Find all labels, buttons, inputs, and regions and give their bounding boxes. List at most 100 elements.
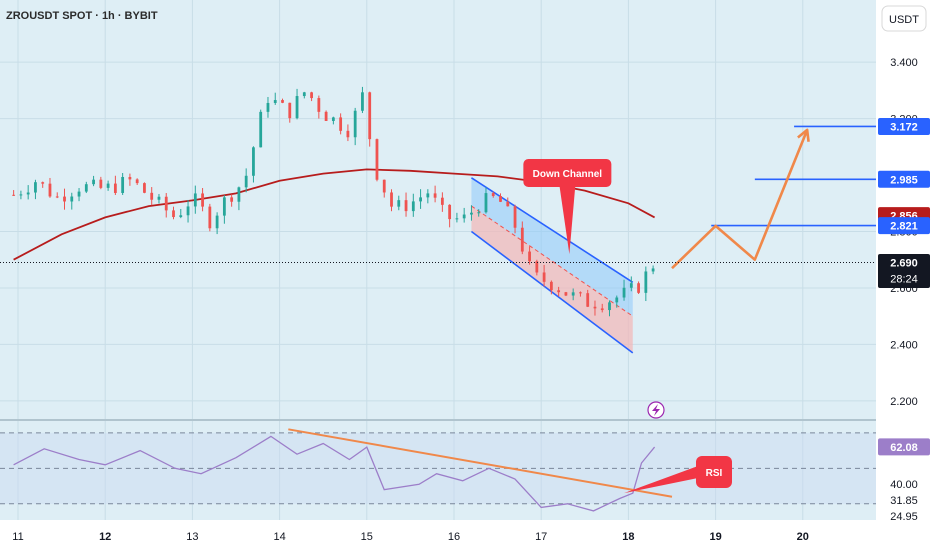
candle-body [113, 183, 117, 193]
candle-body [419, 197, 422, 202]
candle-body [615, 297, 619, 303]
candle-body [193, 193, 197, 207]
candle-body [34, 182, 37, 193]
candle-body [397, 200, 401, 207]
projection-line[interactable] [671, 129, 809, 270]
pane-separator[interactable] [0, 419, 876, 421]
currency-button[interactable]: USDT [881, 5, 927, 32]
price-tick-label: 3.400 [890, 57, 918, 69]
candle-body [368, 92, 372, 140]
rsi-axis-label: 24.95 [890, 511, 918, 523]
candle-body [593, 306, 597, 309]
time-axis-ticks: 11 12 13 14 15 16 17 18 19 20 [12, 531, 809, 543]
rsi-axis-label: 31.85 [890, 495, 918, 507]
rsi-band [0, 432, 876, 504]
price-marker-label: 2.821 [890, 221, 918, 233]
candle-body [164, 196, 168, 211]
candle-body [440, 197, 444, 205]
candle-body [506, 201, 510, 207]
candle-body [390, 192, 393, 207]
horizontal-levels[interactable] [711, 125, 876, 227]
candle-body [230, 197, 234, 202]
candle-body [215, 215, 219, 229]
down-channel-callout[interactable]: Down Channel [523, 159, 612, 255]
rsi-line [13, 435, 656, 512]
candle-body [528, 251, 531, 262]
rsi-callout-pointer [624, 466, 698, 494]
candle-body [557, 290, 561, 293]
candle-body [331, 117, 335, 121]
candle-body [222, 197, 226, 216]
candle-body [542, 272, 546, 282]
candle-body [448, 204, 452, 220]
countdown-label: 28:24 [890, 274, 918, 286]
candle-body [186, 206, 190, 216]
time-tick-label: 14 [273, 531, 285, 543]
candle-body [586, 293, 590, 307]
candle-body [484, 193, 488, 213]
time-tick-label: 13 [186, 531, 198, 543]
candle-body [208, 206, 212, 229]
candle-body [48, 183, 52, 197]
rsi-value-label: 62.08 [890, 442, 918, 454]
candle-body [433, 193, 437, 198]
candle-body [157, 196, 161, 200]
candle-body [513, 206, 517, 228]
time-tick-label: 18 [622, 531, 634, 543]
candle-body [143, 183, 146, 193]
candle-body [346, 130, 350, 138]
candle-body [302, 92, 306, 97]
candles [12, 86, 655, 317]
time-tick-label: 20 [797, 531, 809, 543]
candle-body [491, 193, 495, 197]
candle-body [339, 117, 343, 131]
currency-label: USDT [889, 14, 919, 26]
price-marker-label: 2.690 [890, 258, 918, 270]
candle-body [535, 261, 539, 273]
candle-body [128, 176, 132, 180]
price-marker-level [878, 170, 930, 188]
candle-body [637, 283, 640, 293]
price-marker-label: 2.985 [890, 174, 918, 186]
candle-body [455, 218, 459, 220]
projection-path[interactable] [671, 128, 810, 270]
candle-body [259, 111, 263, 148]
channel-lower-line[interactable] [470, 230, 634, 354]
price-marker-level [878, 117, 930, 135]
candle-body [404, 200, 408, 212]
candle-body [382, 179, 386, 193]
candle-body [237, 187, 241, 202]
channel-upper-line[interactable] [471, 177, 634, 283]
candle-body [281, 100, 284, 103]
rsi-callout-label: RSI [706, 468, 723, 479]
candle-body [55, 196, 59, 198]
candle-body [41, 182, 45, 184]
candle-body [135, 179, 139, 184]
candle-body [644, 271, 648, 293]
candle-body [99, 179, 103, 188]
rsi-trendline[interactable] [288, 428, 673, 498]
channel-middle-line[interactable] [471, 205, 634, 317]
candle-body [12, 194, 16, 196]
candle-body [579, 292, 582, 294]
candle-body [564, 292, 568, 296]
candle-body [651, 268, 655, 272]
callout-pointer [559, 185, 576, 255]
price-marker-current [878, 254, 930, 289]
candle-body [499, 196, 502, 202]
lightning-bolt-icon [652, 404, 660, 416]
candle-body [361, 92, 364, 111]
alert-button[interactable] [647, 401, 665, 419]
candle-body [317, 98, 321, 112]
candle-body [92, 179, 95, 185]
candle-body [622, 287, 626, 298]
channel-lower-fill [471, 206, 633, 353]
rsi-pane[interactable]: RSI [0, 428, 876, 512]
candle-body [295, 96, 299, 119]
candle-body [266, 102, 270, 112]
candle-body [201, 193, 204, 207]
down-channel[interactable] [470, 177, 634, 354]
candle-body [172, 210, 175, 218]
